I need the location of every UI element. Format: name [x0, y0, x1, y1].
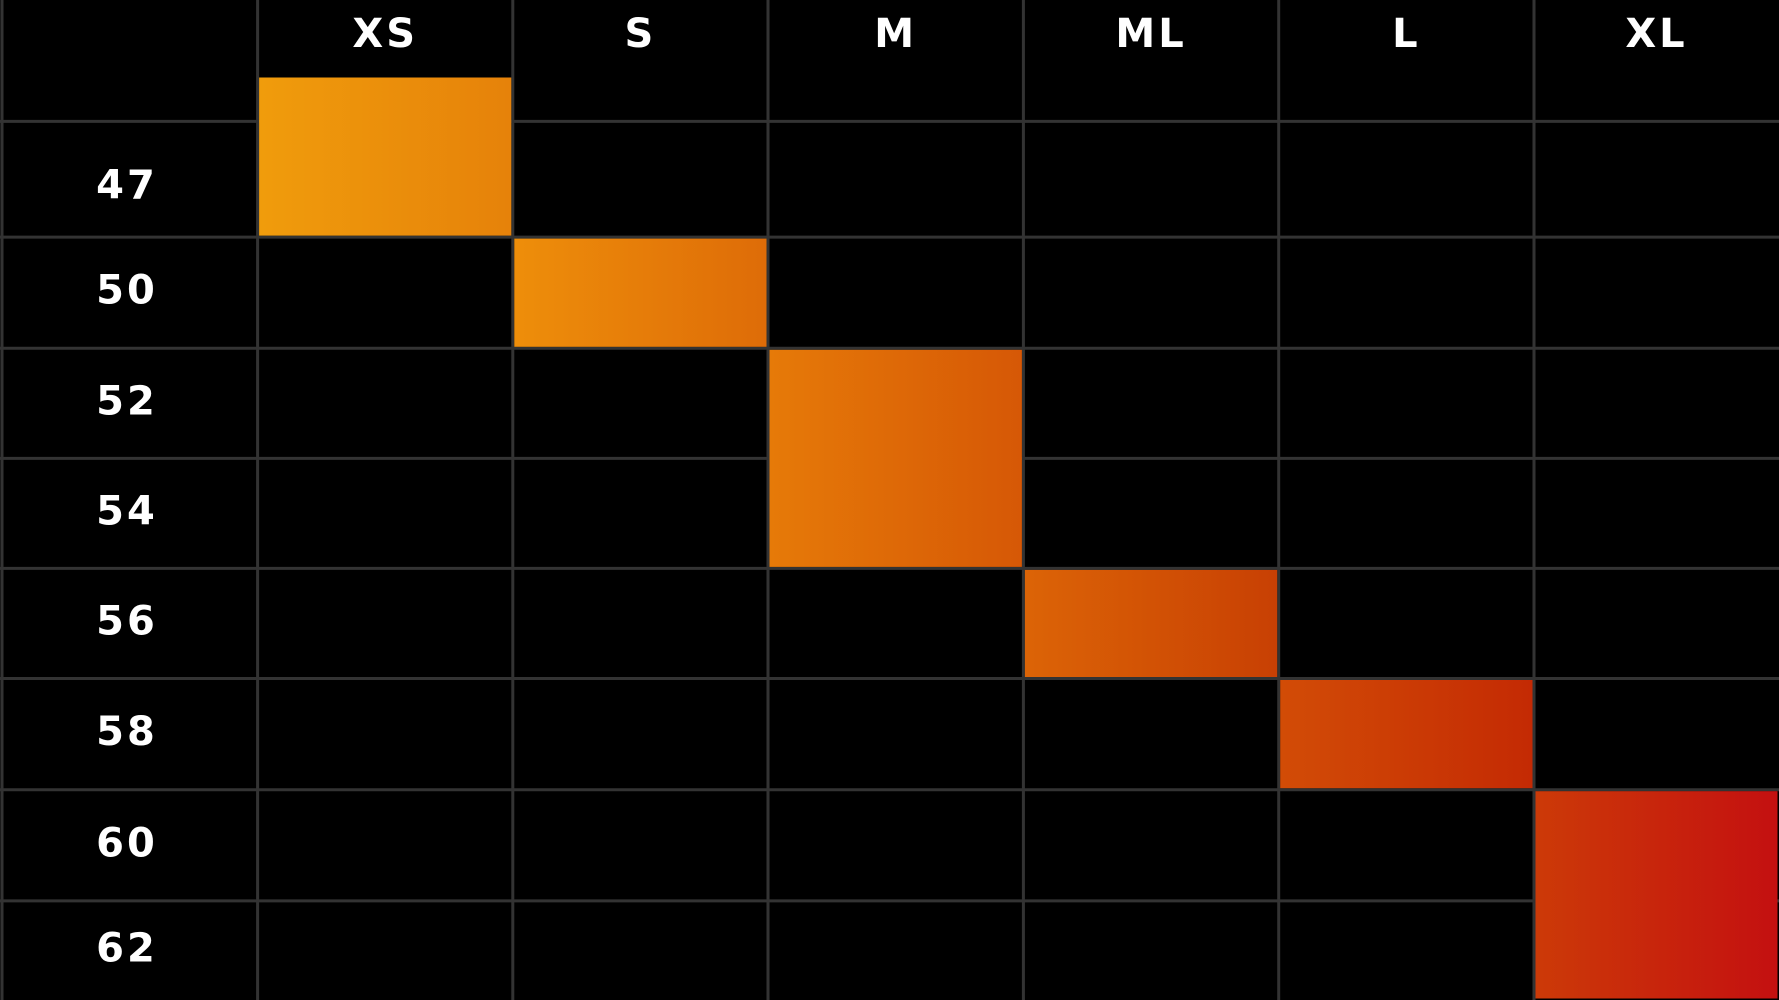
- row-label: 56: [96, 598, 158, 644]
- row-label: 62: [96, 925, 158, 971]
- column-header: XS: [352, 11, 418, 57]
- column-header: S: [624, 11, 656, 57]
- row-label: 58: [96, 709, 158, 755]
- row-label: 60: [96, 820, 158, 866]
- labels: XS S M ML L XL 47 50 52 54 56 58 60 62: [96, 11, 1687, 971]
- fit-block: [1024, 569, 1278, 677]
- row-label: 54: [96, 488, 158, 534]
- fit-block: [769, 349, 1022, 567]
- fit-block: [1535, 791, 1778, 999]
- fit-block: [514, 238, 767, 347]
- row-label: 52: [96, 378, 158, 424]
- column-header: L: [1392, 11, 1421, 57]
- fit-block: [1280, 680, 1533, 789]
- fit-block: [259, 77, 512, 236]
- row-label: 47: [96, 162, 158, 208]
- column-header: M: [874, 11, 917, 57]
- column-header: XL: [1625, 11, 1687, 57]
- row-label: 50: [96, 268, 158, 314]
- column-header: ML: [1115, 11, 1186, 57]
- fit-blocks: [259, 77, 1778, 999]
